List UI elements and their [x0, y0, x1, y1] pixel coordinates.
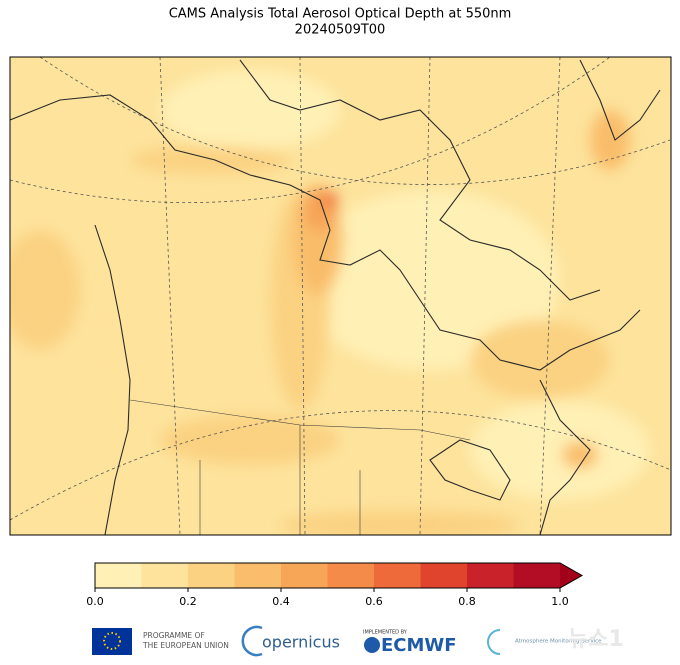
colorbar-bin: [327, 563, 375, 588]
aerosol-patch: [160, 415, 340, 465]
colorbar-tick-label: 0.4: [272, 595, 290, 608]
aerosol-patch: [322, 193, 338, 207]
watermark: 뉴스1: [568, 627, 624, 652]
subtitle: 20240509T00: [295, 23, 386, 38]
map-frame: [9, 56, 672, 536]
aerosol-patch: [470, 320, 610, 400]
title: CAMS Analysis Total Aerosol Optical Dept…: [169, 7, 512, 22]
aerosol-patch: [130, 146, 290, 174]
aerosol-patch: [590, 110, 630, 170]
colorbar-bin: [188, 563, 235, 588]
colorbar-bin: [374, 563, 421, 588]
colorbar-bin: [513, 563, 561, 588]
aerosol-patch: [300, 190, 560, 370]
colorbar-bin: [141, 563, 189, 588]
logos: PROGRAMME OF THE EUROPEAN UNION opernicus…: [92, 625, 624, 657]
colorbar-tick-label: 0.2: [179, 595, 197, 608]
colorbar-bin: [467, 563, 514, 588]
aerosol-patch: [280, 510, 520, 535]
colorbar-bin: [420, 563, 468, 588]
map: [10, 57, 671, 535]
colorbar-bin: [95, 563, 142, 588]
aerosol-patch: [160, 70, 340, 150]
aerosol-patch: [562, 441, 598, 469]
colorbar-extend: [560, 563, 582, 588]
colorbar-bin: [234, 563, 282, 588]
implemented-by: IMPLEMENTED BY: [363, 630, 408, 636]
colorbar-tick-label: 1.0: [551, 595, 569, 608]
colorbar-tick-label: 0.6: [365, 595, 383, 608]
colorbar-bin: [281, 563, 328, 588]
cams-logo: Atmosphere Monitoring Service: [515, 639, 602, 645]
ecmwf-logo: ECMWF: [381, 635, 457, 656]
aerosol-field: [10, 70, 650, 535]
copernicus-logo: opernicus: [262, 633, 340, 652]
colorbar-outline: [94, 562, 584, 589]
colorbar-tick-label: 0.0: [86, 595, 104, 608]
eu-programme: PROGRAMME OF THE EUROPEAN UNION: [142, 631, 229, 650]
colorbar: 0.0 0.2 0.4 0.6 0.8 1.0: [86, 562, 584, 608]
aerosol-patch: [470, 400, 650, 500]
colorbar-tick-label: 0.8: [458, 595, 476, 608]
aerosol-patch: [10, 230, 80, 350]
